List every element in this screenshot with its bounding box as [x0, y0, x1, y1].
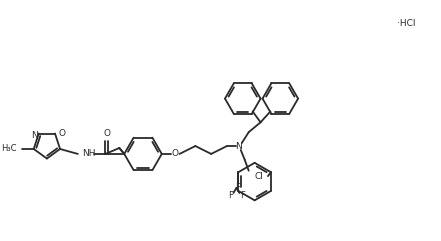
Text: NH: NH [82, 149, 95, 158]
Text: O: O [59, 129, 66, 138]
Text: N: N [31, 131, 38, 140]
Text: N: N [235, 141, 242, 151]
Text: O: O [171, 149, 178, 158]
Text: F: F [228, 191, 233, 201]
Text: O: O [104, 129, 110, 138]
Text: F: F [235, 183, 240, 193]
Text: ·HCl: ·HCl [397, 19, 415, 28]
Text: H₃C: H₃C [1, 144, 17, 154]
Text: Cl: Cl [254, 172, 263, 181]
Text: F: F [240, 191, 245, 201]
